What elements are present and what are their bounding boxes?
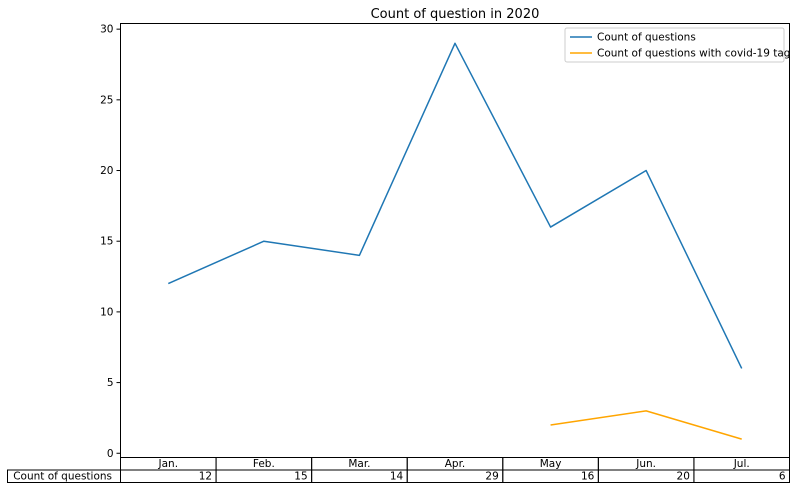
y-tick-label: 20 [100, 165, 113, 177]
table-cell-value: 16 [581, 471, 595, 483]
table-cell-value: 29 [485, 471, 498, 483]
table-cell-value: 15 [294, 471, 307, 483]
table-column-header: Feb. [253, 458, 275, 470]
y-axis: 0 5 10 15 20 25 30 [100, 24, 121, 460]
plot-area [120, 23, 790, 458]
y-tick-label: 0 [107, 448, 114, 460]
legend: Count of questions Count of questions wit… [564, 27, 790, 63]
table-cell [693, 469, 791, 483]
y-tick-label: 5 [107, 377, 114, 389]
data-table: Jan. Feb. Mar. Apr. May Jun. Jul. Count of ques… [7, 457, 791, 483]
table-column-header: Apr. [445, 458, 466, 470]
table-row-label: Count of questions [13, 471, 112, 483]
chart-title: Count of question in 2020 [371, 7, 540, 22]
table-cell-value: 6 [779, 471, 786, 483]
table-column-header: Jul. [733, 458, 750, 470]
y-tick-label: 30 [100, 24, 113, 36]
y-tick-label: 25 [100, 94, 113, 106]
table-cell-value: 14 [390, 471, 404, 483]
legend-label: Count of questions with covid-19 tag [597, 48, 790, 60]
table-column-header: Mar. [348, 458, 370, 470]
series-line-0 [167, 42, 743, 369]
table-cell-value: 20 [677, 471, 690, 483]
series-line-1 [550, 410, 742, 440]
legend-label: Count of questions [597, 32, 696, 44]
table-column-header: Jun. [635, 458, 656, 470]
y-tick-label: 10 [100, 306, 113, 318]
table-column-header: May [540, 458, 562, 470]
y-tick-label: 15 [100, 236, 113, 248]
series-lines [167, 42, 743, 440]
table-column-header: Jan. [158, 458, 179, 470]
legend-frame [564, 27, 785, 63]
table-cell-value: 12 [199, 471, 212, 483]
